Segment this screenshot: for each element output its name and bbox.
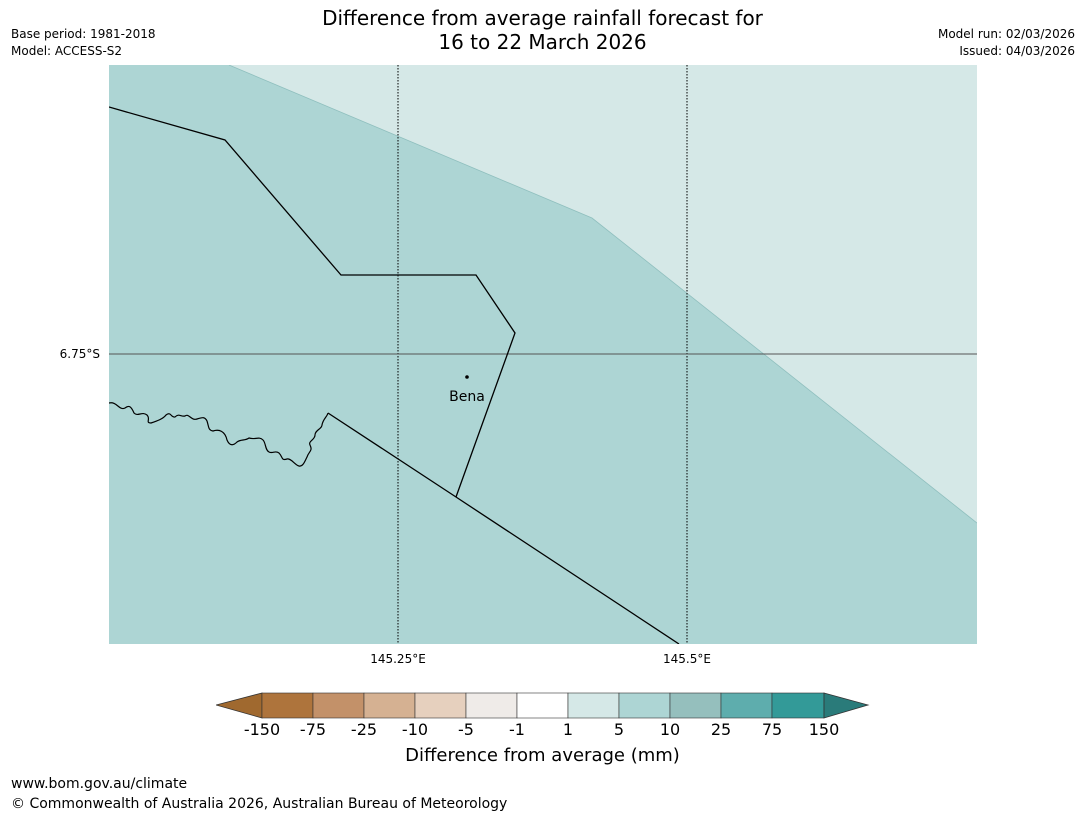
bena-town-marker (465, 375, 469, 379)
colorbar-segment-5 (465, 692, 518, 719)
colorbar-tick: -25 (350, 720, 378, 739)
bena-town-label: Bena (449, 389, 485, 405)
latitude-label: 6.75°S (59, 347, 100, 361)
model-run: Model run: 02/03/2026 (937, 27, 1075, 41)
colorbar-tick: -150 (243, 720, 281, 739)
meta-left: Base period: 1981-2018 Model: ACCESS-S2 (11, 26, 156, 60)
footer-copyright: © Commonwealth of Australia 2026, Austra… (11, 796, 508, 812)
title-line-2: 16 to 22 March 2026 (438, 30, 647, 54)
colorbar-tick: 25 (710, 720, 732, 739)
province-border-south (327, 412, 680, 644)
base-period: Base period: 1981-2018 (11, 27, 156, 41)
model-name: Model: ACCESS-S2 (11, 44, 123, 58)
colorbar-segment-7 (567, 692, 620, 719)
colorbar-segment-2 (312, 692, 365, 719)
issued-date: Issued: 04/03/2026 (959, 44, 1075, 58)
longitude-label-145-5: 145.5°E (663, 652, 711, 666)
colorbar-title: Difference from average (mm) (405, 745, 680, 766)
colorbar-segment-8 (618, 692, 671, 719)
colorbar-tick: -5 (458, 720, 474, 739)
colorbar-segment-6 (516, 692, 569, 719)
colorbar-segment-9 (669, 692, 722, 719)
title-line-1: Difference from average rainfall forecas… (322, 6, 763, 30)
rainfall-map: Bena (109, 65, 977, 644)
colorbar-tick: 10 (659, 720, 681, 739)
colorbar-tick: -75 (299, 720, 327, 739)
longitude-label-145-25: 145.25°E (370, 652, 426, 666)
province-border-north (109, 106, 516, 498)
map-title: Difference from average rainfall forecas… (0, 6, 1085, 54)
colorbar-segment-1 (261, 692, 314, 719)
colorbar-tick: 5 (613, 720, 625, 739)
region-boundary (228, 65, 977, 524)
colorbar-tick: 1 (562, 720, 574, 739)
colorbar-extend-low (216, 692, 263, 719)
colorbar-segment-4 (414, 692, 467, 719)
river-boundary (109, 402, 329, 467)
region-1-to-5 (229, 65, 977, 523)
colorbar-tick: 75 (761, 720, 783, 739)
colorbar (216, 692, 870, 719)
colorbar-segment-11 (771, 692, 825, 719)
colorbar-tick: 150 (808, 720, 840, 739)
colorbar-tick: -1 (509, 720, 525, 739)
colorbar-tick: -10 (401, 720, 429, 739)
colorbar-segment-10 (720, 692, 773, 719)
footer-url: www.bom.gov.au/climate (11, 776, 188, 792)
colorbar-segment-3 (363, 692, 416, 719)
meta-right: Model run: 02/03/2026 Issued: 04/03/2026 (938, 26, 1075, 60)
colorbar-extend-high (823, 692, 870, 719)
